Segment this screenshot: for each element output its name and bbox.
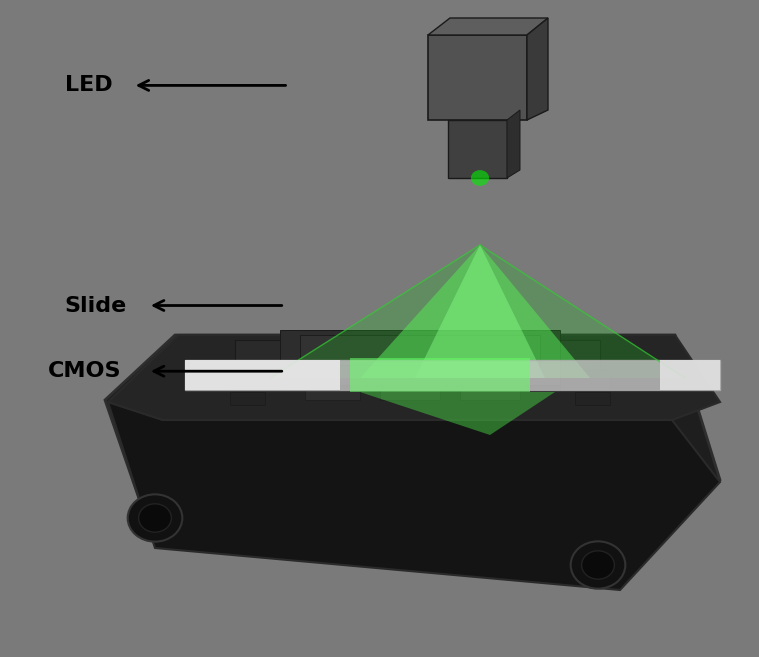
Polygon shape — [380, 390, 440, 400]
Text: Slide: Slide — [65, 296, 127, 315]
Polygon shape — [575, 392, 610, 405]
Text: LED: LED — [65, 76, 112, 95]
Polygon shape — [185, 360, 720, 390]
Polygon shape — [185, 360, 340, 390]
Circle shape — [471, 170, 489, 186]
Polygon shape — [415, 245, 545, 378]
Polygon shape — [300, 335, 540, 365]
Polygon shape — [428, 18, 548, 35]
Polygon shape — [230, 392, 265, 405]
Polygon shape — [350, 358, 530, 392]
Polygon shape — [108, 402, 720, 590]
Polygon shape — [448, 120, 507, 178]
Polygon shape — [105, 335, 720, 588]
Polygon shape — [360, 392, 555, 435]
Circle shape — [128, 494, 182, 541]
Polygon shape — [660, 360, 720, 390]
Polygon shape — [527, 18, 548, 120]
Text: CMOS: CMOS — [48, 361, 121, 381]
Polygon shape — [235, 340, 600, 385]
Polygon shape — [108, 335, 720, 420]
Polygon shape — [305, 390, 360, 400]
Polygon shape — [428, 35, 527, 120]
Polygon shape — [507, 110, 520, 178]
Polygon shape — [230, 370, 280, 390]
Circle shape — [139, 504, 172, 532]
Polygon shape — [280, 330, 560, 385]
Polygon shape — [270, 245, 685, 378]
Circle shape — [571, 541, 625, 589]
Circle shape — [581, 551, 614, 579]
Polygon shape — [560, 370, 610, 390]
Polygon shape — [460, 390, 520, 400]
Polygon shape — [360, 245, 590, 378]
